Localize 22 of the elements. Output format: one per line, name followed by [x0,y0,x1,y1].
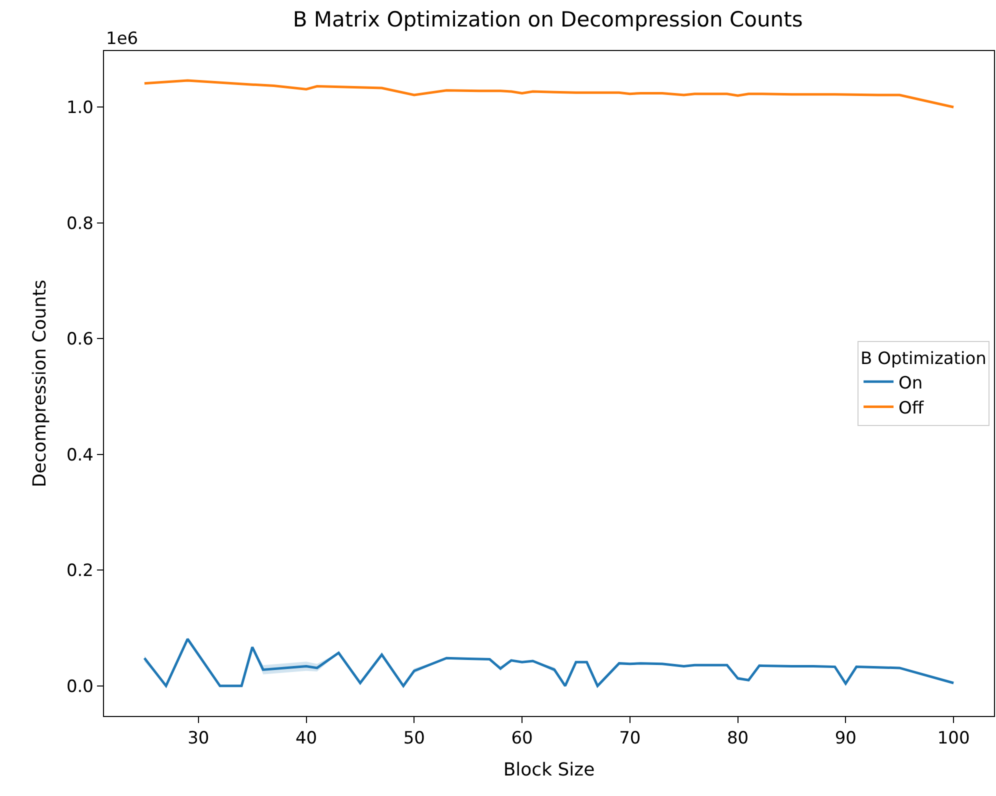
y-tick-label: 0.8 [66,214,94,234]
legend-label: Off [898,398,925,418]
y-tick-label: 0.0 [66,676,94,697]
y-axis-title: Decompression Counts [30,280,51,488]
x-tick-label: 80 [726,728,749,748]
x-tick-label: 60 [511,728,533,748]
y-tick-label: 0.2 [66,561,94,582]
chart-title: B Matrix Optimization on Decompression Counts [292,8,803,32]
x-tick-label: 40 [295,728,318,748]
y-tick-label: 0.6 [66,330,94,350]
text: 1e6 [106,29,138,49]
legend-label: On [898,373,923,394]
x-axis-title: Block Size [503,760,595,781]
y-tick-label: 1.0 [66,98,94,118]
y-tick-label: 0.4 [66,445,94,466]
line-series [143,79,955,108]
legend-title: B Optimization [860,349,986,370]
x-tick-label: 90 [834,728,856,748]
x-tick-label: 30 [188,728,210,748]
x-tick-label: 100 [937,728,970,748]
x-tick-label: 70 [619,728,641,748]
x-tick-label: 50 [403,728,425,748]
